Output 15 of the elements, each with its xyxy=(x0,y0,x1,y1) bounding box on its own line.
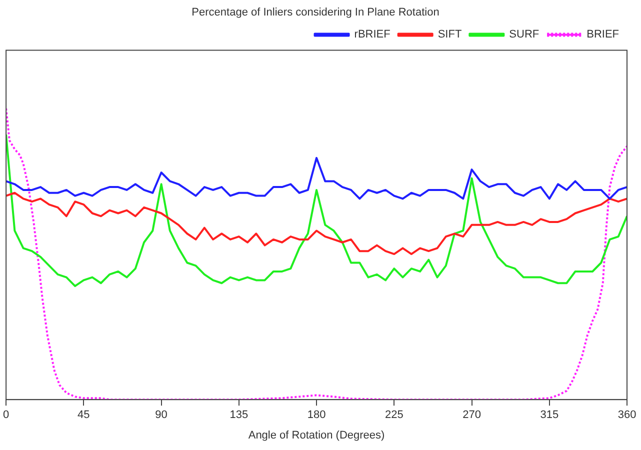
legend-label: SIFT xyxy=(438,28,462,41)
x-tick-label: 225 xyxy=(384,409,404,422)
chart-title: Percentage of Inliers considering In Plane Rotation xyxy=(192,6,440,19)
legend-label: BRIEF xyxy=(586,28,620,41)
x-tick-label: 315 xyxy=(540,409,559,422)
x-tick-label: 270 xyxy=(462,409,481,422)
x-axis-title: Angle of Rotation (Degrees) xyxy=(248,429,385,442)
legend-label: rBRIEF xyxy=(354,28,391,41)
x-tick-label: 45 xyxy=(78,409,90,422)
x-tick-label: 135 xyxy=(230,409,248,422)
x-tick-label: 0 xyxy=(2,409,10,422)
x-tick-label: 360 xyxy=(618,409,636,422)
legend-label: SURF xyxy=(509,28,540,41)
x-tick-label: 90 xyxy=(155,409,168,422)
x-tick-label: 180 xyxy=(307,409,326,422)
